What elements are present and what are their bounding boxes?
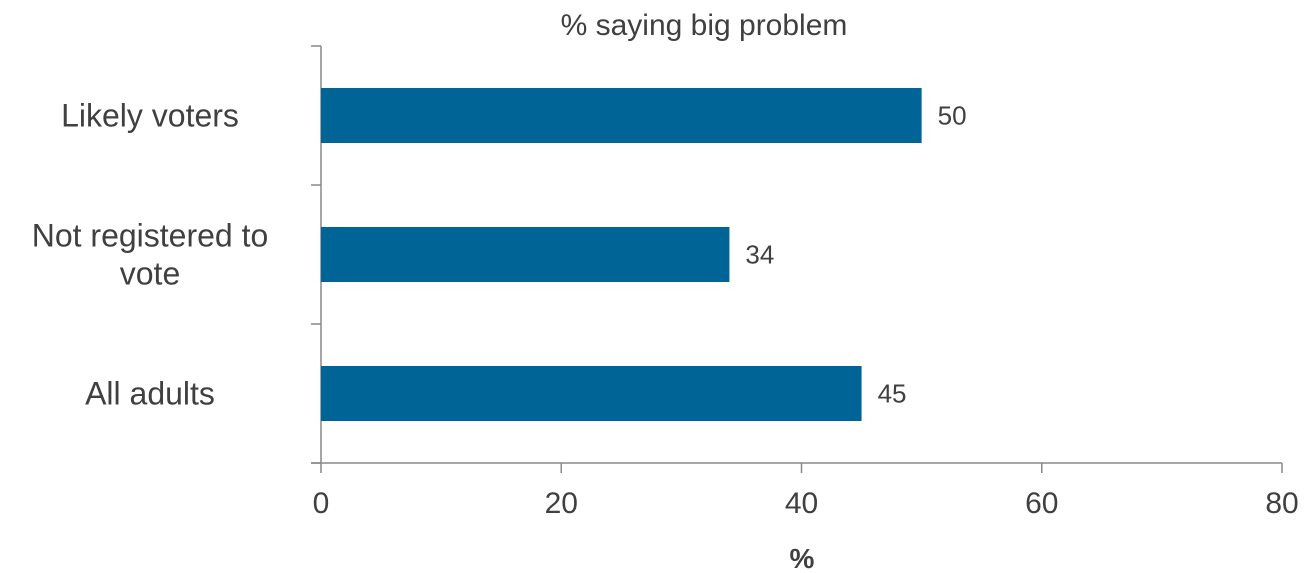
category-label: Likely voters (61, 98, 239, 134)
chart-title: % saying big problem (561, 9, 848, 42)
x-tick-label: 20 (545, 487, 578, 520)
bar (321, 366, 862, 421)
category-label: Not registered to vote (32, 218, 269, 292)
bar (321, 227, 730, 282)
category-label: All adults (85, 376, 215, 412)
x-tick-label: 80 (1265, 487, 1298, 520)
value-labels: 50 34 45 (745, 101, 966, 409)
bar-value-label: 45 (878, 379, 907, 409)
x-tick-label: 60 (1025, 487, 1058, 520)
bar-value-label: 50 (938, 101, 967, 131)
bars-group (321, 88, 922, 421)
y-axis-ticks (311, 45, 321, 464)
x-axis-ticks: 0 20 40 60 80 (313, 463, 1299, 520)
x-tick-label: 0 (313, 487, 330, 520)
category-labels: Likely voters Not registered to vote All ad… (32, 98, 269, 412)
x-tick-label: 40 (785, 487, 818, 520)
bar-value-label: 34 (745, 240, 774, 270)
bar (321, 88, 922, 143)
x-axis-title: % (790, 543, 815, 573)
